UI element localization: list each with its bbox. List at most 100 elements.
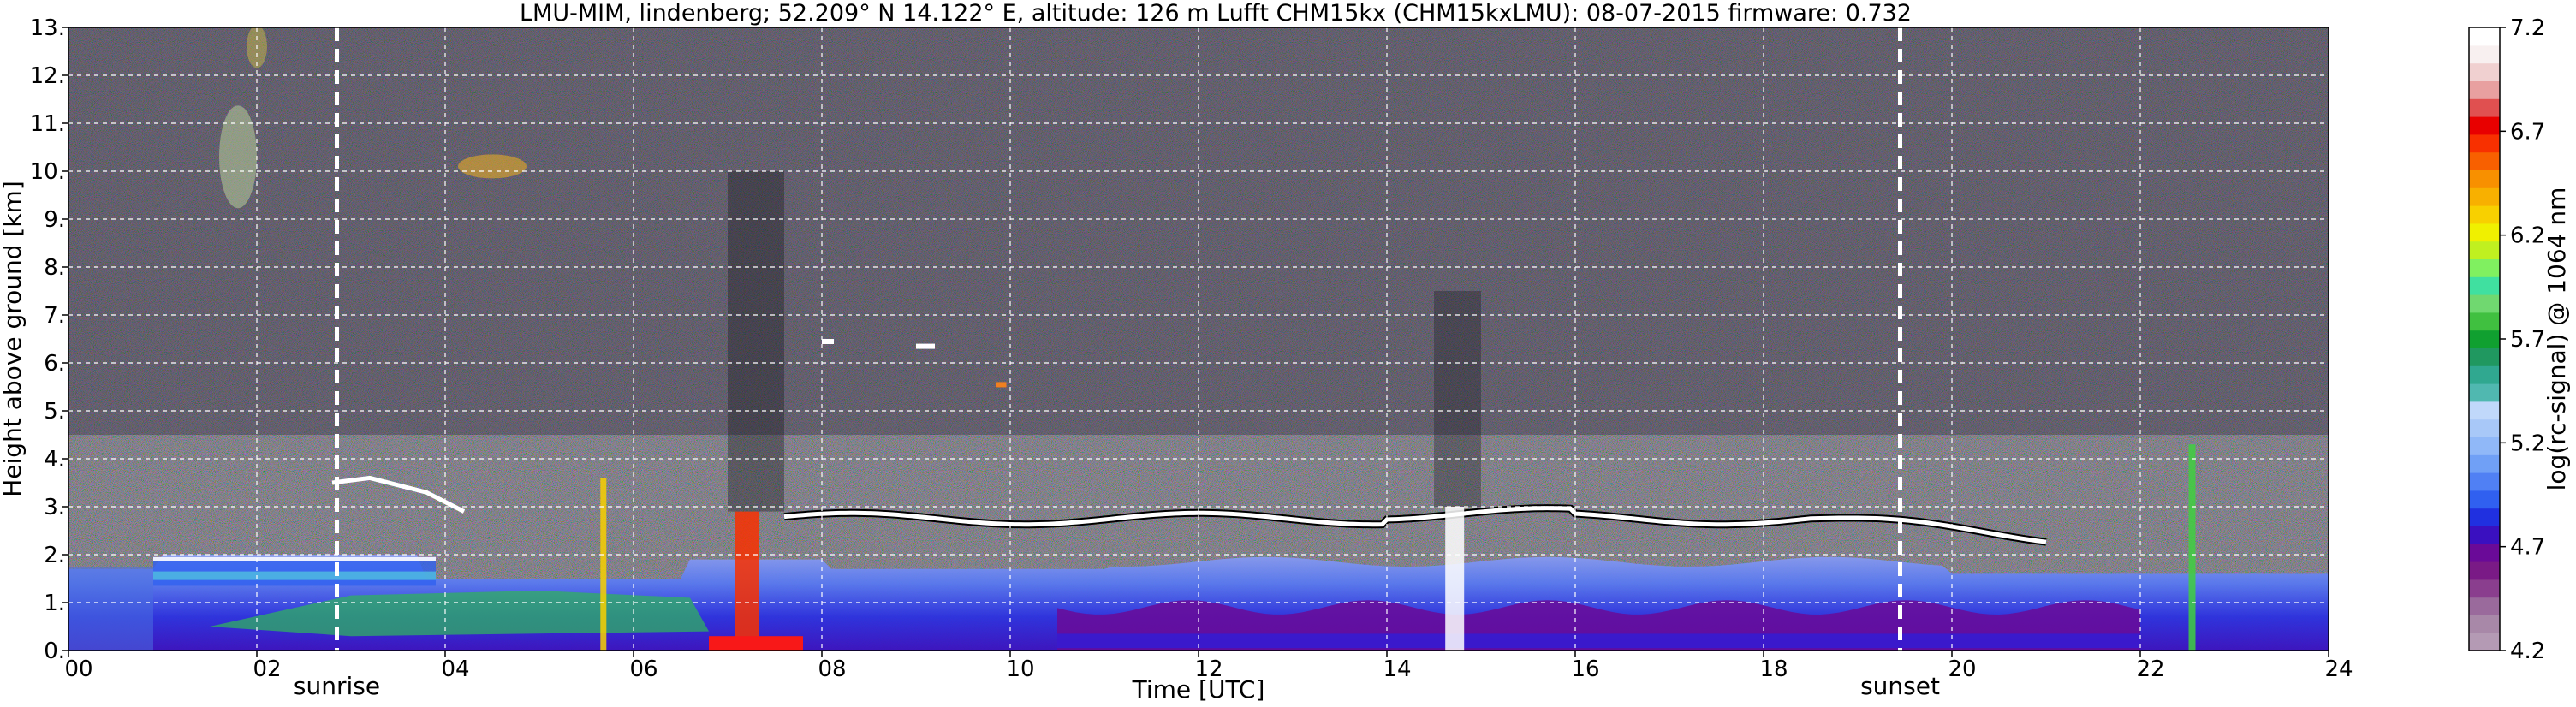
bl-top-line bbox=[783, 506, 2047, 544]
x-tick-label: 14 bbox=[1383, 656, 1411, 682]
x-tick-label: 22 bbox=[2136, 656, 2164, 682]
cloud-column bbox=[735, 511, 759, 651]
colorbar-segment bbox=[2469, 437, 2500, 455]
cloud-column bbox=[2188, 444, 2196, 651]
y-tick-label: 10. bbox=[30, 159, 65, 185]
colorbar-tick-label: 7.2 bbox=[2510, 15, 2545, 41]
surface-layer bbox=[1057, 633, 2140, 649]
colorbar-segment bbox=[2469, 454, 2500, 473]
colorbar-label: log(rc-signal) @ 1064 nm bbox=[2543, 187, 2571, 491]
colorbar-segment bbox=[2469, 312, 2500, 331]
cirrus-patch bbox=[458, 154, 527, 179]
colorbar-segment bbox=[2469, 633, 2500, 651]
y-axis-label: Height above ground [km] bbox=[0, 181, 27, 497]
colorbar bbox=[2468, 27, 2501, 651]
chart-title: LMU-MIM, lindenberg; 52.209° N 14.122° E… bbox=[520, 0, 1912, 27]
residual-layer-band bbox=[153, 571, 436, 580]
colorbar-segment bbox=[2469, 330, 2500, 348]
colorbar-segment bbox=[2469, 615, 2500, 633]
y-tick-label: 12. bbox=[30, 63, 65, 89]
colorbar-segment bbox=[2469, 205, 2500, 224]
colorbar-segment bbox=[2469, 223, 2500, 242]
y-tick-label: 0. bbox=[44, 639, 65, 664]
colorbar-tick-label: 4.7 bbox=[2510, 535, 2545, 561]
attenuation-shaft bbox=[728, 171, 784, 512]
cloud-fragment bbox=[916, 343, 935, 349]
x-tick-label: 04 bbox=[441, 656, 469, 682]
x-axis-label: Time [UTC] bbox=[1132, 675, 1265, 704]
colorbar-segment bbox=[2469, 294, 2500, 313]
y-tick-label: 3. bbox=[44, 495, 65, 520]
colorbar-segment bbox=[2469, 597, 2500, 615]
colorbar-segment bbox=[2469, 419, 2500, 437]
colorbar-segment bbox=[2469, 241, 2500, 259]
x-tick-label: 00 bbox=[64, 656, 92, 682]
x-tick-label: 10 bbox=[1006, 656, 1034, 682]
y-tick-label: 2. bbox=[44, 543, 65, 568]
surface-high-return bbox=[709, 636, 803, 651]
colorbar-segment bbox=[2469, 98, 2500, 117]
colorbar-segment bbox=[2469, 276, 2500, 295]
colorbar-segment bbox=[2469, 45, 2500, 64]
colorbar-tick-label: 6.2 bbox=[2510, 223, 2545, 249]
y-tick-label: 9. bbox=[44, 207, 65, 233]
colorbar-segment bbox=[2469, 187, 2500, 206]
attenuation-shaft bbox=[1434, 291, 1481, 507]
y-axis-ticks: 0. 1. 2. 3. 4. 5. 6. 7. 8. 9. 10. 11. 12. 13. bbox=[30, 15, 68, 664]
night-bl bbox=[68, 567, 153, 651]
y-tick-label: 13. bbox=[30, 15, 65, 41]
colorbar-segment bbox=[2469, 116, 2500, 135]
colorbar-segment bbox=[2469, 490, 2500, 509]
x-tick-label: 02 bbox=[253, 656, 281, 682]
colorbar-segment bbox=[2469, 472, 2500, 491]
colorbar-tick-label: 4.2 bbox=[2510, 639, 2545, 664]
x-axis-ticks: 00 02 04 06 08 10 12 14 16 18 20 22 24 bbox=[64, 651, 2353, 682]
cloud-fragment bbox=[822, 339, 834, 344]
x-tick-label: 06 bbox=[629, 656, 657, 682]
colorbar-segment bbox=[2469, 383, 2500, 402]
colorbar-segment bbox=[2469, 348, 2500, 366]
colorbar-segment bbox=[2469, 544, 2500, 562]
y-tick-label: 5. bbox=[44, 399, 65, 425]
colorbar-segment bbox=[2469, 526, 2500, 544]
residual-layer-edge bbox=[153, 556, 436, 561]
cirrus-patch bbox=[219, 105, 257, 209]
colorbar-segment bbox=[2469, 401, 2500, 420]
colorbar-segment bbox=[2469, 258, 2500, 277]
colorbar-segment bbox=[2469, 80, 2500, 99]
colorbar-segment bbox=[2469, 365, 2500, 384]
x-tick-label: 12 bbox=[1194, 656, 1223, 682]
y-tick-label: 4. bbox=[44, 447, 65, 472]
colorbar-segment bbox=[2469, 152, 2500, 170]
colorbar-tick-label: 6.7 bbox=[2510, 119, 2545, 145]
upper-noise-shade bbox=[68, 27, 2329, 435]
x-tick-label: 08 bbox=[818, 656, 846, 682]
x-tick-label: 16 bbox=[1571, 656, 1599, 682]
cloud-fragment bbox=[996, 382, 1007, 388]
sunrise-label: sunrise bbox=[294, 672, 380, 700]
colorbar-segment bbox=[2469, 134, 2500, 153]
colorbar-tick-label: 5.7 bbox=[2510, 327, 2545, 353]
y-tick-label: 6. bbox=[44, 351, 65, 377]
colorbar-segment bbox=[2469, 561, 2500, 580]
event-markers: sunrise sunset bbox=[294, 27, 1940, 700]
cloud-column bbox=[1445, 507, 1465, 651]
colorbar-segment bbox=[2469, 27, 2500, 46]
colorbar-segment bbox=[2469, 579, 2500, 598]
colorbar-segment bbox=[2469, 62, 2500, 81]
colorbar-tick-label: 5.2 bbox=[2510, 431, 2545, 456]
colorbar-segment bbox=[2469, 508, 2500, 526]
cloud-column bbox=[600, 478, 607, 651]
x-tick-label: 24 bbox=[2324, 656, 2353, 682]
grid-lines bbox=[68, 27, 2329, 651]
y-tick-label: 11. bbox=[30, 111, 65, 137]
x-tick-label: 18 bbox=[1759, 656, 1788, 682]
y-tick-label: 8. bbox=[44, 255, 65, 281]
colorbar-segment bbox=[2469, 169, 2500, 188]
y-tick-label: 7. bbox=[44, 303, 65, 329]
y-tick-label: 1. bbox=[44, 591, 65, 616]
x-tick-label: 20 bbox=[1948, 656, 1976, 682]
sunset-label: sunset bbox=[1860, 672, 1940, 700]
colorbar-ticks: 4.2 4.7 5.2 5.7 6.2 6.7 7.2 bbox=[2500, 15, 2545, 664]
